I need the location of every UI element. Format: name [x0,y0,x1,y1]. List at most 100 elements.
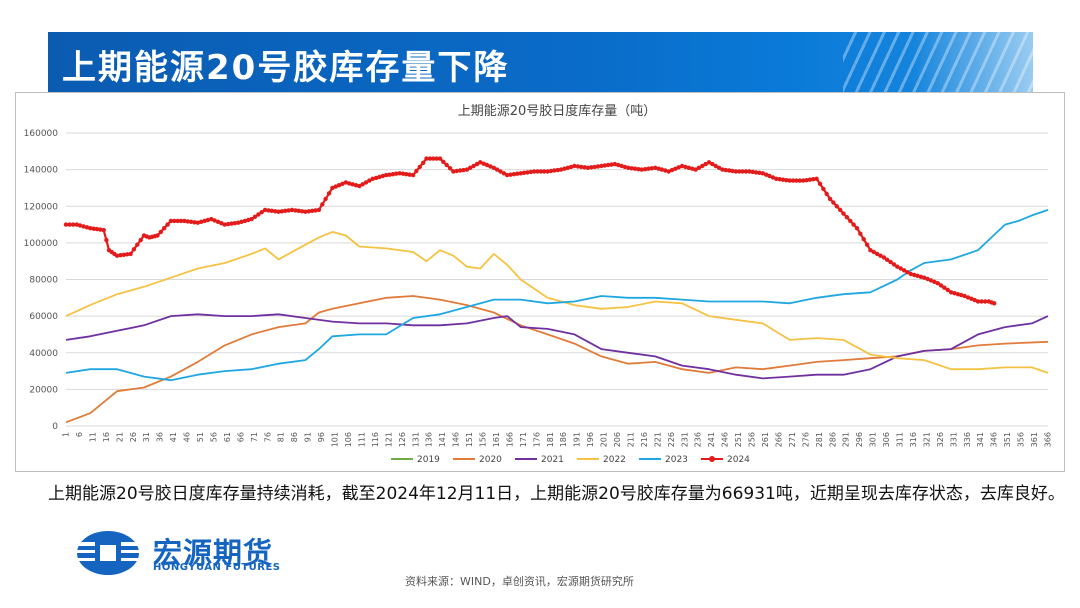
series-point-2024 [895,264,900,269]
series-point-2024 [471,163,476,169]
series-point-2024 [293,208,298,213]
series-point-2024 [340,181,345,186]
series-point-2024 [720,167,725,172]
legend-label-2019: 2019 [417,455,440,465]
x-tick-label: 301 [869,432,878,447]
x-tick-label: 116 [371,432,380,447]
series-point-2024 [878,253,883,258]
x-tick-label: 131 [411,432,420,447]
y-tick-label: 100000 [24,239,59,249]
series-point-2024 [861,237,866,242]
series-point-2024 [188,219,194,224]
series-point-2024 [864,242,870,247]
series-point-2024 [363,180,369,185]
series-point-2024 [209,216,214,222]
series-point-2024 [653,165,658,170]
series-point-2024 [273,209,278,214]
series-point-2024 [229,221,234,226]
series-point-2024 [88,226,93,231]
series-point-2024 [494,167,500,172]
series-point-2024 [612,161,617,167]
series-point-2024 [215,219,221,224]
series-point-2024 [447,166,453,171]
x-tick-label: 316 [909,432,918,447]
series-point-2024 [347,181,352,186]
series-point-2024 [619,163,624,169]
series-point-2024 [259,210,264,215]
series-point-2024 [814,176,819,181]
x-tick-label: 81 [277,432,286,442]
series-point-2024 [679,163,685,169]
series-point-2024 [565,165,570,170]
series-point-2024 [431,156,436,161]
x-tick-label: 291 [842,432,851,447]
series-point-2024 [521,170,527,175]
series-point-2024 [811,177,816,182]
series-point-2024 [158,229,163,235]
series-point-2024 [807,177,813,182]
series-point-2024 [683,164,688,170]
series-point-2024 [757,170,762,175]
x-tick-label: 266 [774,432,783,447]
series-point-2024 [915,273,920,278]
series-point-2024 [219,221,224,226]
series-point-2024 [410,172,416,178]
series-point-2024 [592,164,597,170]
series-point-2024 [673,166,678,171]
series-point-2024 [370,176,375,181]
x-tick-label: 76 [263,432,272,442]
series-point-2024 [609,162,614,167]
x-tick-label: 166 [505,432,514,447]
series-point-2024 [474,161,480,167]
series-point-2024 [928,278,934,283]
series-point-2024 [858,231,863,236]
series-point-2024 [424,156,429,161]
page-title: 上期能源20号胶库存量下降 [62,48,510,88]
series-point-2024 [972,297,977,303]
x-tick-label: 226 [667,432,676,447]
series-point-2024 [622,164,628,170]
x-tick-label: 311 [896,432,905,447]
series-point-2024 [669,167,675,173]
series-point-2024 [545,169,550,174]
series-point-2024 [854,226,860,231]
series-point-2024 [441,159,446,164]
series-point-2024 [296,208,301,213]
series-point-2024 [454,168,459,174]
x-tick-label: 356 [1017,432,1026,447]
series-point-2024 [599,163,604,169]
series-point-2024 [626,165,631,170]
series-point-2024 [642,167,648,172]
x-tick-label: 6 [75,432,84,437]
series-point-2024 [306,209,311,214]
legend-label-2024: 2024 [727,455,750,465]
x-tick-label: 11 [88,432,97,442]
series-point-2024 [848,218,853,224]
x-tick-label: 181 [546,432,555,447]
x-tick-label: 276 [801,432,810,447]
series-point-2024 [84,225,90,230]
logo-name: 宏源期货 [153,536,274,570]
x-tick-label: 56 [209,432,218,442]
x-tick-label: 36 [156,432,165,442]
x-tick-label: 31 [142,432,151,442]
series-point-2024 [353,183,359,188]
series-point-2024 [935,281,940,286]
series-point-2024 [888,259,893,265]
series-point-2024 [801,178,806,183]
x-tick-label: 41 [169,432,178,442]
y-tick-label: 60000 [29,312,58,322]
x-tick-label: 201 [600,432,609,447]
x-tick-label: 281 [815,432,824,447]
series-point-2024 [686,165,691,170]
series-point-2024 [239,219,244,224]
series-point-2024 [74,222,79,227]
series-point-2024 [511,172,517,177]
series-point-2024 [700,163,705,169]
series-point-2024 [242,218,248,224]
series-point-2024 [881,255,887,260]
series-point-2024 [542,169,547,174]
series-point-2024 [404,172,409,177]
logo-emblem-icon [77,531,139,575]
series-point-2024 [579,164,584,170]
